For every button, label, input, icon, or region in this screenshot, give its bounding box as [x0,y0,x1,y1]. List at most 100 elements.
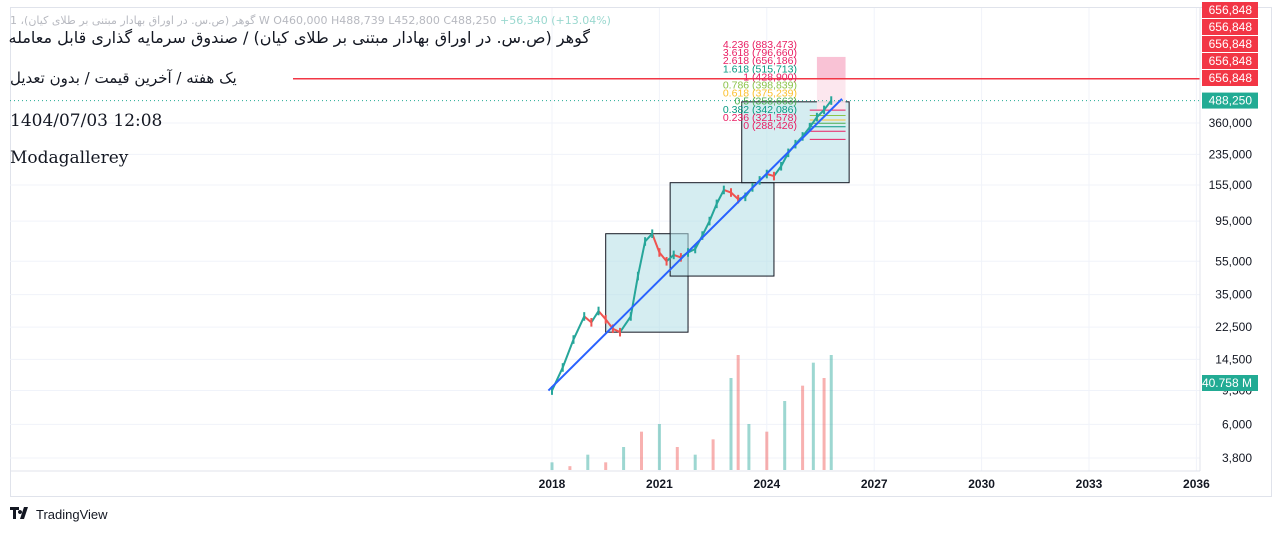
price-segment [612,327,621,334]
fib-label: 0 (288,426) [743,120,797,132]
price-badge-red-bg [1202,36,1258,52]
y-tick-label: 22,500 [1215,320,1252,334]
y-tick-label: 35,000 [1215,288,1252,302]
fib-label: 0.618 (375,239) [723,88,797,100]
candle [619,327,622,337]
price-badge-red: 656,848 [1209,71,1253,85]
volume-bar [711,439,715,470]
chart-subtitle: یک هفته / آخرین قیمت / بدون تعدیل [10,69,237,87]
price-badge-red: 656,848 [1209,54,1253,68]
price-badge-red-bg [1202,19,1258,35]
price-segment [644,233,653,243]
fib-extension-zone [809,56,846,140]
price-badge-red-bg [1202,53,1258,69]
x-tick-label: 2018 [539,477,566,491]
fib-labels: 4.236 (883,473)3.618 (796,660)2.618 (656… [723,39,797,132]
y-tick-label: 235,000 [1209,147,1253,161]
y-tick-label: 95,000 [1215,214,1252,228]
volume-bar [675,447,679,470]
volume-bar [747,424,751,470]
price-badge-red: 656,848 [1209,37,1253,51]
fib-label: 3.618 (796,660) [723,47,797,59]
price-segment [816,109,825,118]
volume-bar [783,401,787,470]
price-segment [823,99,833,111]
fib-label: 1 (428,900) [743,71,797,83]
price-candles [551,96,833,395]
price-segment [723,188,732,194]
candle [772,171,775,181]
candle [815,112,818,122]
x-tick-label: 2036 [1183,477,1210,491]
volume-bar [568,466,572,470]
ohlc-high: H488,739 [330,14,385,27]
price-badge-red: 656,848 [1209,20,1253,34]
price-segment [673,253,682,259]
fib-zone-band [816,56,846,79]
fib-label: 0.5 (358,663) [735,96,797,108]
candle [780,161,783,171]
volume-bar [729,378,733,470]
drawn-lines [10,77,1200,392]
timestamp: 1404/07/03 12:08 [10,111,163,131]
x-axis: 2018 2021 2024 2027 2030 2033 2036 [10,470,1210,491]
volume-bar [822,378,826,470]
price-segment [715,189,725,205]
volume-bar [640,431,643,470]
tradingview-logo[interactable]: TradingView [10,507,108,522]
price-segment [629,275,639,317]
candle [597,306,600,316]
fib-label: 0.786 (398,839) [723,80,797,92]
volume-bar [801,385,805,470]
ohlc-open: O460,000 [273,14,328,27]
candle [744,192,747,202]
box-rectangle [605,233,689,333]
volume-bar [765,431,769,470]
trendline [547,98,843,392]
volume-bar [550,462,554,470]
tradingview-logo-icon [10,507,32,522]
x-tick-label: 2024 [753,477,780,491]
price-segment [780,152,790,167]
price-segment [583,315,593,324]
candle [722,185,725,195]
price-segment [572,316,586,340]
price-segment [708,203,718,222]
price-segment [597,310,607,320]
candle [590,318,593,327]
price-segment [561,339,575,368]
price-segment [658,251,668,262]
symbol-ohlc-line: 1 ،گوهر (ص.س. در اوراق بهادار مبتنی بر ط… [10,14,611,27]
candle [651,229,654,239]
y-axis: 3,8006,0009,50014,50022,50035,00055,0009… [1199,8,1253,471]
volume-bars [550,355,833,470]
volume-bar [586,454,590,470]
author-name: Modagallerey [10,148,129,168]
price-badge-red: 656,848 [1209,3,1253,17]
fib-label: 0.236 (321,578) [723,112,797,124]
candle [572,335,575,344]
symbol-line: 1 ،گوهر (ص.س. در اوراق بهادار مبتنی بر ط… [10,14,270,27]
candle [551,386,553,395]
y-tick-label: 6,000 [1222,417,1252,431]
candle [715,199,718,209]
box-rectangle [669,182,775,277]
candle [658,248,661,257]
x-tick-label: 2021 [646,477,673,491]
candle [629,312,632,321]
price-badge-red-bg [1202,70,1258,86]
volume-bar [829,355,833,470]
candle [701,231,704,240]
price-badge-current: 488,250 [1209,94,1253,108]
y-tick-label: 155,000 [1209,178,1253,192]
candle [694,244,697,254]
candle [583,312,586,321]
price-segment [590,310,600,323]
price-segment [636,241,647,277]
chart-frame[interactable] [10,7,1272,497]
candle [730,188,732,197]
ohlc-low: L452,800 [388,14,440,27]
volume-bar [811,362,815,470]
fib-label: 2.618 (656,186) [723,55,797,67]
